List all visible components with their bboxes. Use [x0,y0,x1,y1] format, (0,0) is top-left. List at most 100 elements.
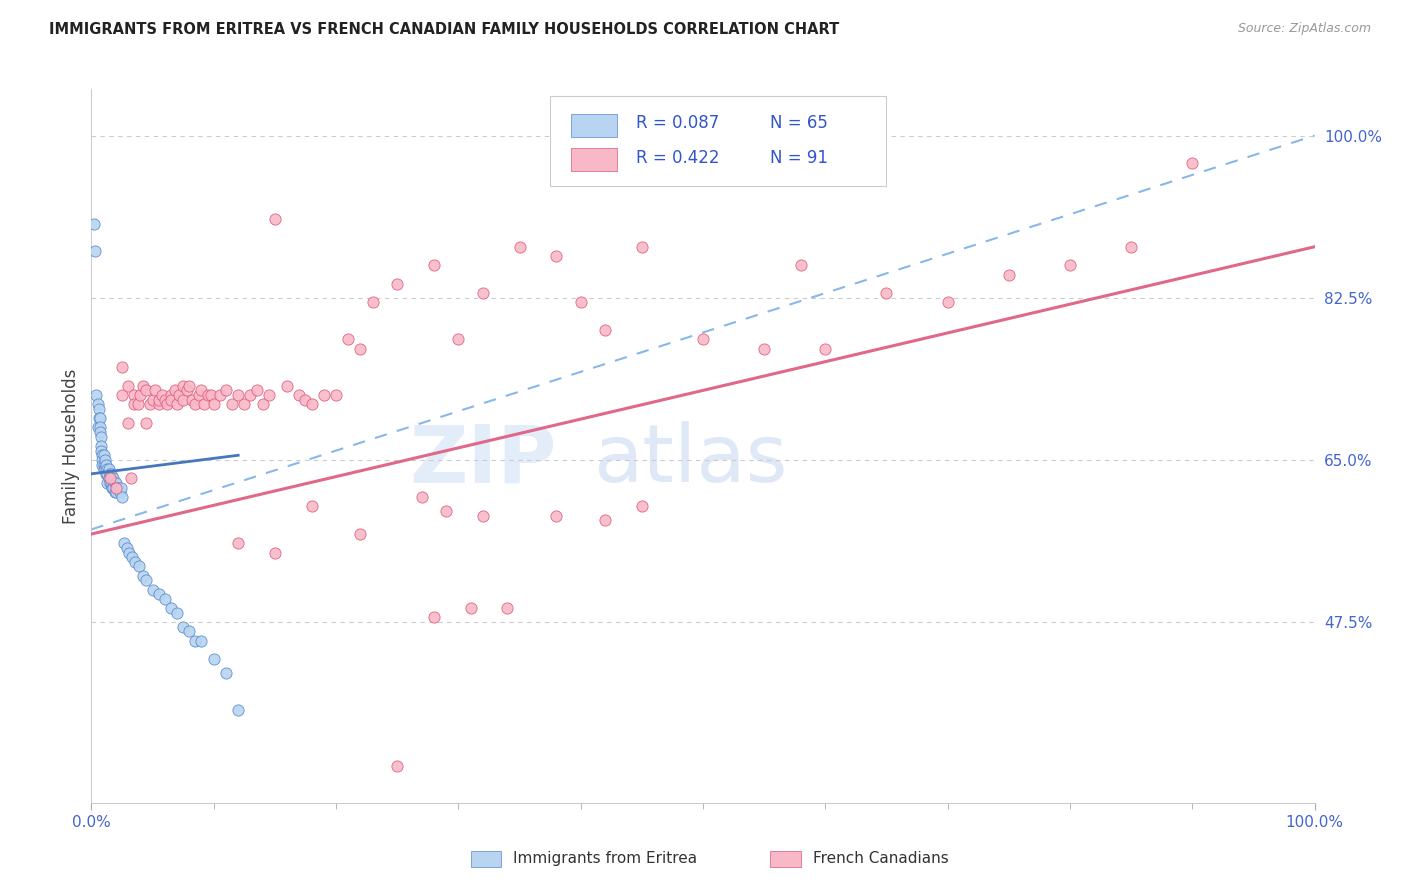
FancyBboxPatch shape [571,114,617,137]
Point [790,258,813,272]
Text: French Canadians: French Canadians [813,851,949,866]
Point [100,467,122,481]
Point [91,448,114,462]
Point [107,481,129,495]
Point [135,384,157,398]
Point [176,384,198,398]
Point [128,559,150,574]
Point [184,633,207,648]
Point [423,258,446,272]
Point [226,703,249,717]
Point [135,416,157,430]
Point [96,467,118,481]
Point [143,384,166,398]
Point [221,397,243,411]
Point [89,425,111,439]
Point [108,485,131,500]
Text: Immigrants from Eritrea: Immigrants from Eritrea [513,851,697,866]
Point [411,490,433,504]
Point [117,416,139,430]
Point [385,277,409,291]
Point [337,333,360,347]
Point [193,397,215,411]
Point [509,240,531,254]
Point [257,388,280,402]
Text: R = 0.422: R = 0.422 [636,150,720,168]
Point [163,384,186,398]
Point [91,458,114,472]
Point [936,295,959,310]
Point [141,582,163,597]
Point [188,388,211,402]
Text: ZIP: ZIP [409,421,557,500]
Text: R = 0.087: R = 0.087 [636,114,718,132]
Point [118,545,141,559]
Point [593,513,616,527]
Point [153,392,176,407]
Point [90,443,112,458]
Point [96,476,118,491]
Point [111,490,134,504]
Point [110,481,132,495]
Point [180,392,202,407]
Point [94,458,117,472]
FancyBboxPatch shape [471,851,501,867]
Point [631,500,654,514]
Point [87,411,110,425]
Point [120,471,142,485]
Point [129,388,152,402]
Point [148,587,170,601]
Point [423,610,446,624]
Point [208,388,231,402]
Point [172,620,194,634]
Point [215,666,238,681]
Point [361,295,384,310]
Point [1059,258,1081,272]
Point [875,286,898,301]
Point [166,606,188,620]
Point [160,388,183,402]
Point [153,591,176,606]
Point [98,476,121,491]
Point [264,545,287,559]
Point [127,397,149,411]
Point [98,467,121,481]
Point [103,471,125,485]
Point [434,504,457,518]
Point [233,397,256,411]
Point [111,360,134,375]
Point [288,388,311,402]
Point [101,481,124,495]
Point [226,388,249,402]
Point [546,249,568,263]
Y-axis label: Family Households: Family Households [62,368,80,524]
Point [1181,156,1204,170]
FancyBboxPatch shape [770,851,801,867]
Point [156,397,179,411]
Point [94,462,117,476]
Point [385,758,409,772]
Point [200,388,222,402]
Point [692,333,714,347]
Point [202,397,225,411]
Point [239,388,262,402]
Point [325,388,347,402]
FancyBboxPatch shape [571,148,617,171]
Point [97,462,120,476]
Point [150,388,173,402]
Point [86,420,108,434]
Point [97,471,120,485]
Point [86,397,108,411]
Point [94,453,117,467]
Point [593,323,616,337]
Point [166,397,188,411]
Point [172,378,194,392]
Text: N = 91: N = 91 [770,150,828,168]
Point [104,481,127,495]
Point [294,392,316,407]
Point [105,481,128,495]
Point [814,342,837,356]
Point [471,286,494,301]
Text: Source: ZipAtlas.com: Source: ZipAtlas.com [1237,22,1371,36]
Point [215,384,238,398]
